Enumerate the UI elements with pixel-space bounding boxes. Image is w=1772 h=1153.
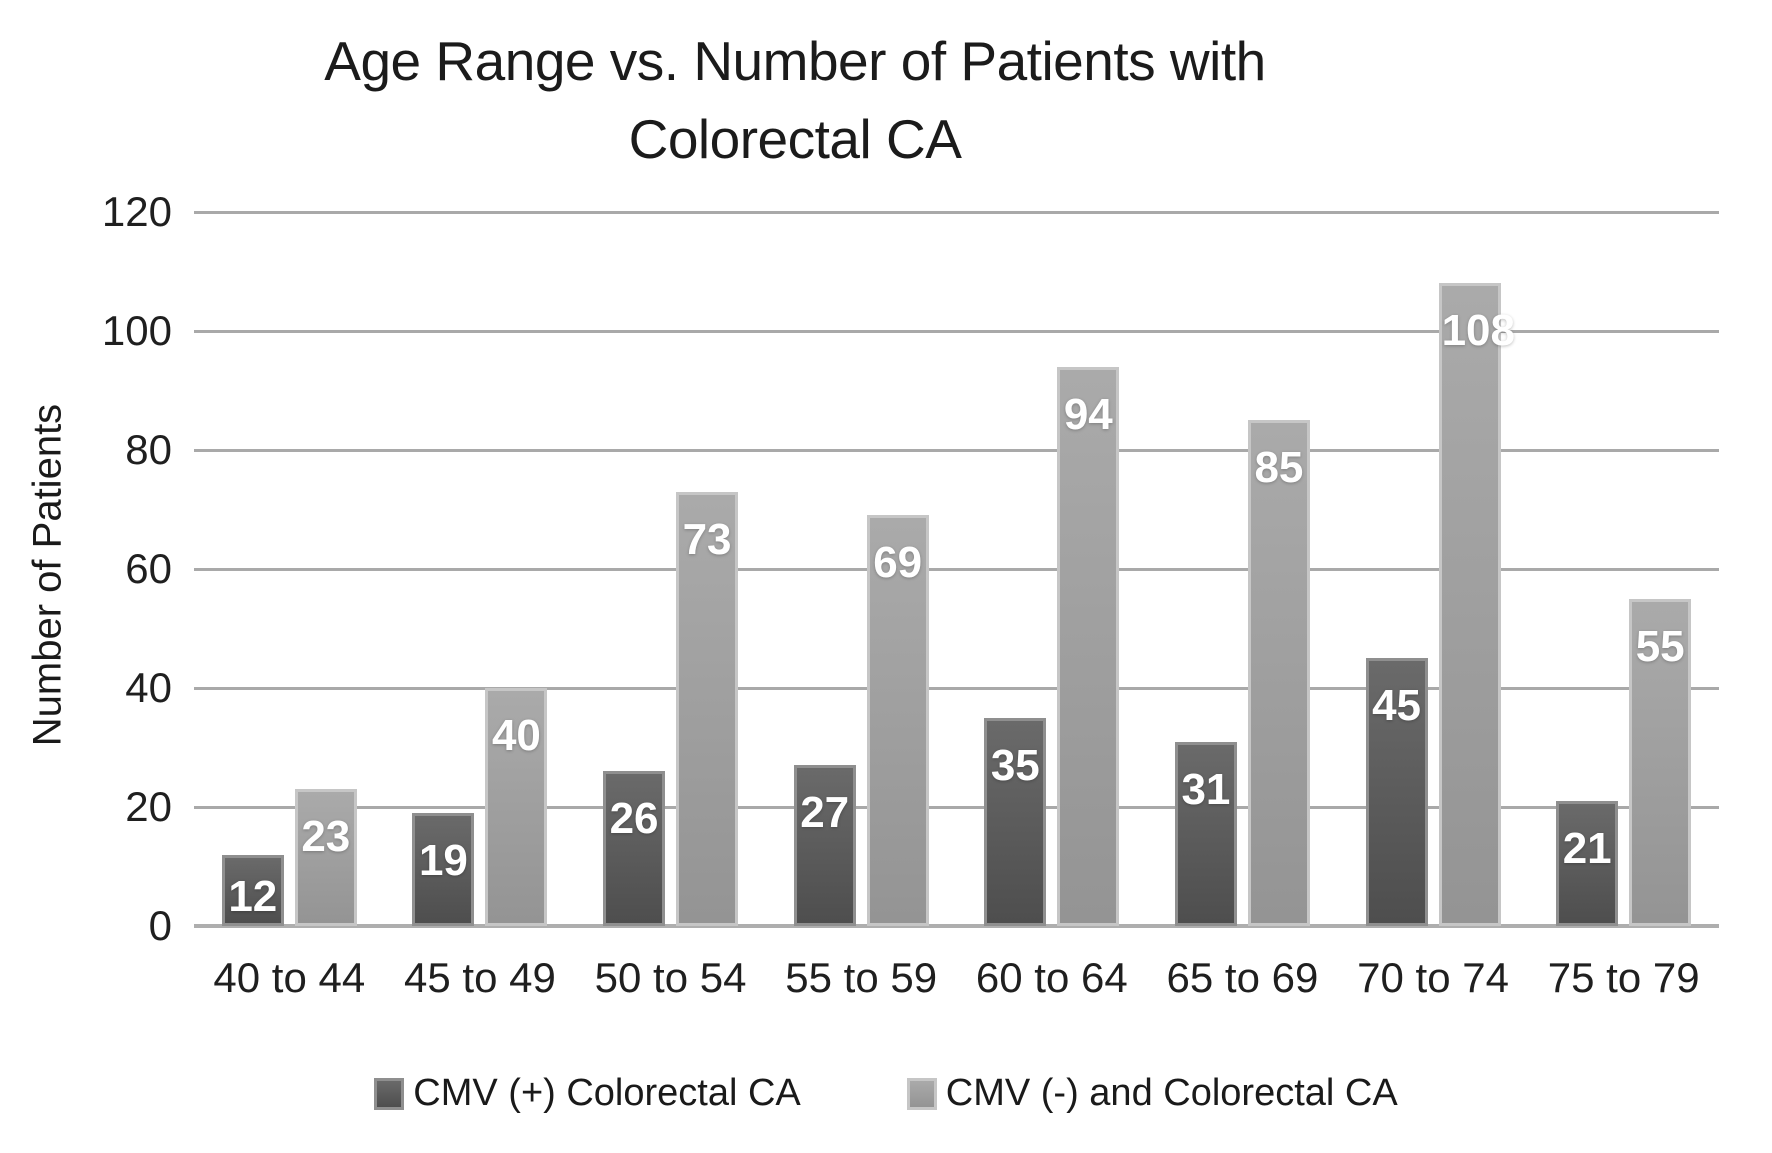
bar-group-60-to-64: 35 94 — [957, 212, 1148, 926]
legend-entry-cmv-negative: CMV (-) and Colorectal CA — [906, 1072, 1398, 1115]
bar-value-label: 40 — [491, 711, 541, 760]
bar-cmv-positive-60-to-64: 35 — [984, 717, 1047, 926]
bar-group-75-to-79: 21 55 — [1528, 212, 1719, 926]
x-tick-label-60-to-64: 60 to 64 — [975, 954, 1128, 1001]
x-tick-label-50-to-54: 50 to 54 — [594, 954, 747, 1001]
x-tick-label-55-to-59: 55 to 59 — [785, 954, 938, 1001]
y-tick-label-60: 60 — [125, 545, 172, 592]
bar-value-label: 85 — [1254, 443, 1304, 493]
bar-cmv-positive-70-to-74: 45 — [1365, 658, 1428, 926]
bar-value-label: 31 — [1181, 764, 1231, 814]
x-tick-label-75-to-79: 75 to 79 — [1547, 954, 1700, 1001]
bar-value-label: 69 — [873, 538, 923, 588]
bar-group-50-to-54: 26 73 — [575, 212, 766, 926]
plot-area: 12 23 19 40 26 73 27 69 35 94 31 85 45 108 21 55 — [194, 210, 1719, 928]
bar-value-label: 19 — [418, 835, 468, 885]
y-tick-label-80: 80 — [125, 426, 172, 473]
bar-group-70-to-74: 45 108 — [1338, 212, 1529, 926]
bar-cmv-negative-50-to-54: 73 — [676, 491, 739, 926]
x-tick-label-70-to-74: 70 to 74 — [1357, 954, 1509, 1001]
gridline-y120 — [194, 210, 1719, 214]
bar-value-label: 73 — [682, 514, 732, 564]
legend-swatch-icon — [374, 1077, 405, 1110]
bar-group-40-to-44: 12 23 — [194, 212, 385, 926]
y-tick-label-40: 40 — [125, 664, 172, 711]
legend-entry-cmv-positive: CMV (+) Colorectal CA — [374, 1072, 801, 1115]
bar-value-label: 27 — [800, 788, 850, 838]
bar-cmv-positive-55-to-59: 27 — [793, 765, 856, 926]
x-tick-label-65-to-69: 65 to 69 — [1166, 954, 1319, 1001]
bar-cmv-negative-75-to-79: 55 — [1629, 598, 1692, 926]
gridline-y40 — [194, 686, 1719, 690]
chart-title: Age Range vs. Number of Patients with Co… — [0, 22, 1590, 178]
bar-cmv-positive-50-to-54: 26 — [603, 771, 666, 926]
bar-group-45-to-49: 19 40 — [385, 212, 576, 926]
bar-cmv-negative-65-to-69: 85 — [1247, 420, 1310, 926]
bar-value-label: 23 — [301, 812, 351, 862]
bar-group-65-to-69: 31 85 — [1147, 212, 1338, 926]
chart-title-line1: Age Range vs. Number of Patients with — [324, 30, 1266, 92]
bar-cmv-negative-45-to-49: 40 — [485, 688, 548, 926]
bar-value-label: 21 — [1562, 824, 1612, 874]
legend: CMV (+) Colorectal CA CMV (-) and Colorec… — [0, 1072, 1772, 1115]
y-tick-label-20: 20 — [125, 783, 172, 830]
legend-label: CMV (-) and Colorectal CA — [945, 1072, 1398, 1114]
bar-value-label: 26 — [609, 794, 659, 844]
gridline-y0 — [194, 924, 1719, 928]
bar-value-label: 108 — [1441, 306, 1515, 356]
legend-label: CMV (+) Colorectal CA — [413, 1072, 801, 1114]
bar-cmv-positive-75-to-79: 21 — [1556, 801, 1619, 926]
gridline-y80 — [194, 448, 1719, 452]
bar-cmv-negative-40-to-44: 23 — [294, 789, 357, 926]
x-tick-label-40-to-44: 40 to 44 — [213, 954, 366, 1001]
bar-cmv-negative-55-to-59: 69 — [866, 515, 929, 926]
x-tick-label-45-to-49: 45 to 49 — [404, 954, 556, 1001]
legend-swatch-icon — [906, 1077, 937, 1110]
bar-cmv-positive-40-to-44: 12 — [221, 854, 284, 926]
bar-value-label: 45 — [1372, 681, 1422, 731]
gridline-y100 — [194, 329, 1719, 333]
gridline-y60 — [194, 567, 1719, 571]
y-tick-label-100: 100 — [101, 307, 172, 354]
gridline-y20 — [194, 805, 1719, 809]
y-tick-label-120: 120 — [101, 188, 172, 235]
bar-cmv-positive-65-to-69: 31 — [1174, 741, 1237, 926]
bar-value-label: 35 — [990, 740, 1040, 790]
bar-value-label: 55 — [1635, 621, 1685, 671]
bar-value-label: 12 — [228, 872, 278, 922]
bar-cmv-negative-60-to-64: 94 — [1057, 366, 1120, 926]
y-tick-label-0: 0 — [148, 902, 172, 949]
chart-title-line2: Colorectal CA — [628, 108, 962, 170]
bar-cmv-positive-45-to-49: 19 — [412, 812, 475, 926]
bar-group-55-to-59: 27 69 — [766, 212, 957, 926]
bar-value-label: 94 — [1063, 389, 1113, 439]
bar-cmv-negative-70-to-74: 108 — [1438, 283, 1515, 926]
